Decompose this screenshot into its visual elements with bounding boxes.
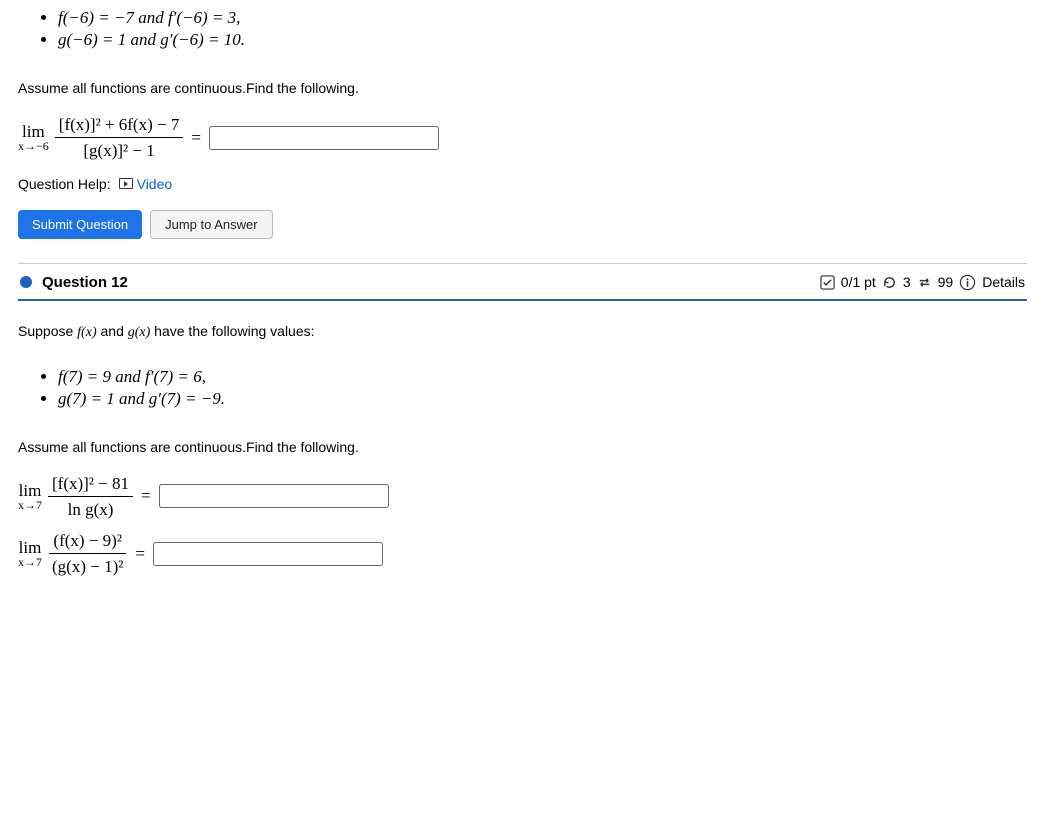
- equals-sign: =: [141, 486, 151, 506]
- video-link-label: Video: [137, 176, 173, 192]
- q12-limit2-fraction: (f(x) − 9)² (g(x) − 1)²: [48, 530, 127, 578]
- score-text: 0/1 pt: [841, 274, 876, 290]
- q12-given-list: f(7) = 9 and f′(7) = 6, g(7) = 1 and g′(…: [58, 367, 1027, 409]
- question-12-body: Suppose f(x) and g(x) have the following…: [0, 323, 1045, 578]
- checkbox-icon: [820, 275, 835, 290]
- q12-assume-text: Assume all functions are continuous.Find…: [18, 439, 1027, 455]
- limit-symbol: lim x→7: [18, 482, 42, 511]
- question-12-title: Question 12: [42, 274, 128, 291]
- q12-limit1-expr: lim x→7 [f(x)]² − 81 ln g(x) =: [18, 473, 1027, 521]
- equals-sign: =: [135, 544, 145, 564]
- info-icon: [959, 274, 976, 291]
- q11-given-list: f(−6) = −7 and f′(−6) = 3, g(−6) = 1 and…: [58, 8, 1027, 50]
- video-icon: [119, 178, 133, 189]
- jump-to-answer-button[interactable]: Jump to Answer: [150, 210, 273, 239]
- q12-limit1-fraction: [f(x)]² − 81 ln g(x): [48, 473, 133, 521]
- q11-given-2: g(−6) = 1 and g′(−6) = 10.: [58, 30, 1027, 50]
- video-link[interactable]: Video: [119, 176, 173, 192]
- question-12-meta: 0/1 pt 3 99 Details: [820, 274, 1025, 291]
- question-11-body: f(−6) = −7 and f′(−6) = 3, g(−6) = 1 and…: [0, 8, 1045, 239]
- q12-suppose-text: Suppose f(x) and g(x) have the following…: [18, 323, 1027, 341]
- q11-fraction: [f(x)]² + 6f(x) − 7 [g(x)]² − 1: [55, 114, 184, 162]
- q12-answer1-input[interactable]: [159, 484, 389, 508]
- retry-icon: [882, 275, 897, 290]
- limit-symbol: lim x→−6: [18, 123, 49, 152]
- q12-limit2-expr: lim x→7 (f(x) − 9)² (g(x) − 1)² =: [18, 530, 1027, 578]
- swap-icon: [917, 275, 932, 290]
- q12-given-2: g(7) = 1 and g′(7) = −9.: [58, 389, 1027, 409]
- q11-answer-input[interactable]: [209, 126, 439, 150]
- q11-button-row: Submit Question Jump to Answer: [18, 210, 1027, 239]
- equals-sign: =: [191, 128, 201, 148]
- question-12-title-group: Question 12: [20, 274, 128, 291]
- question-help-label: Question Help:: [18, 176, 111, 192]
- q12-answer2-input[interactable]: [153, 542, 383, 566]
- question-12-header: Question 12 0/1 pt 3 99 Details: [18, 263, 1027, 301]
- limit-symbol: lim x→7: [18, 539, 42, 568]
- question-help-row: Question Help: Video: [18, 176, 1027, 192]
- q11-given-1: f(−6) = −7 and f′(−6) = 3,: [58, 8, 1027, 28]
- q11-assume-text: Assume all functions are continuous.Find…: [18, 80, 1027, 96]
- attempts-left: 3: [903, 274, 911, 290]
- tries-total: 99: [938, 274, 954, 290]
- question-status-dot-icon: [20, 276, 32, 288]
- q11-limit-expr: lim x→−6 [f(x)]² + 6f(x) − 7 [g(x)]² − 1…: [18, 114, 1027, 162]
- q12-given-1: f(7) = 9 and f′(7) = 6,: [58, 367, 1027, 387]
- submit-question-button[interactable]: Submit Question: [18, 210, 142, 239]
- details-link[interactable]: Details: [982, 274, 1025, 290]
